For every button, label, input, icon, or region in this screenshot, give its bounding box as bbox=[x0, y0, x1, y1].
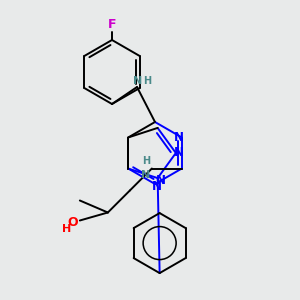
Text: H: H bbox=[62, 224, 71, 233]
Text: N: N bbox=[152, 179, 162, 193]
Text: N: N bbox=[156, 174, 166, 187]
Text: N: N bbox=[174, 146, 184, 158]
Text: H: H bbox=[143, 76, 151, 86]
Text: N: N bbox=[141, 170, 150, 181]
Text: N: N bbox=[134, 76, 142, 86]
Text: O: O bbox=[67, 216, 78, 229]
Text: N: N bbox=[174, 131, 184, 144]
Text: H: H bbox=[142, 155, 150, 166]
Text: F: F bbox=[108, 17, 116, 31]
